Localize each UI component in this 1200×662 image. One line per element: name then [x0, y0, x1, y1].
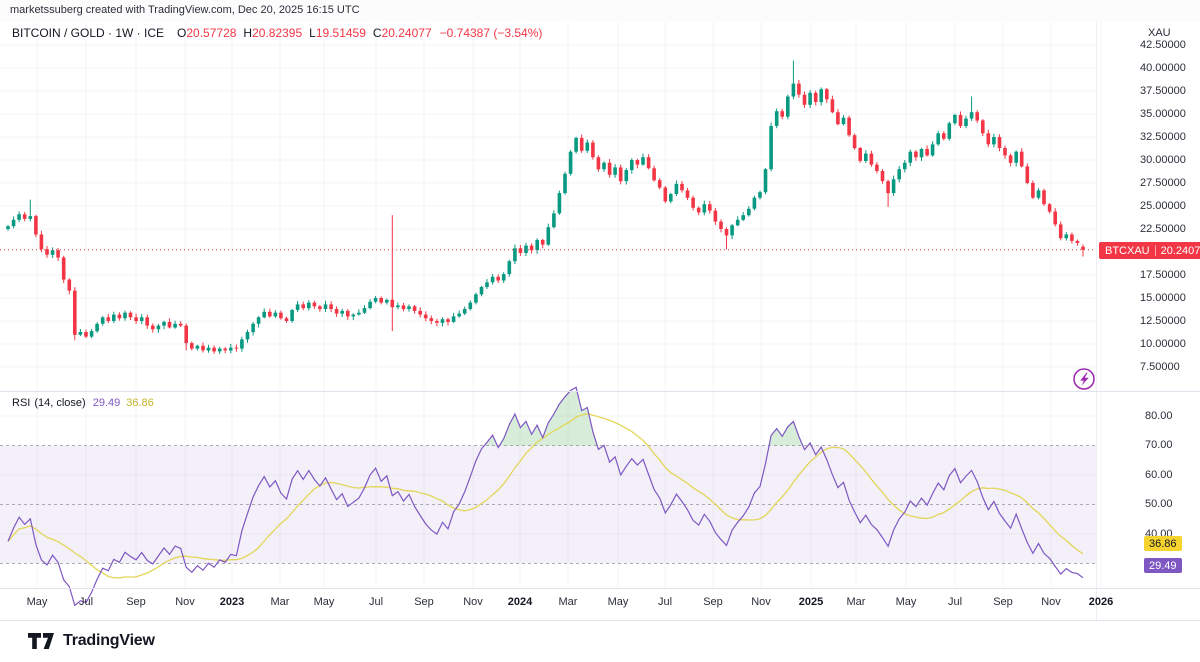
ohlc-close-value: 20.24077	[381, 26, 432, 40]
ohlc-low-value: 19.51459	[315, 26, 366, 40]
time-axis-month-label: Mar	[270, 596, 290, 608]
attribution-text: marketssuberg created with TradingView.c…	[10, 4, 360, 16]
symbol-title[interactable]: BITCOIN / GOLD · 1W · ICE	[12, 26, 165, 40]
ohlc-low-label: L	[309, 26, 316, 40]
time-axis-month-label: Jul	[947, 596, 963, 608]
rsi-params: (14, close)	[34, 397, 86, 409]
rsi-axis-tick: 80.00	[1145, 409, 1173, 422]
time-axis-month-label: Sep	[703, 596, 723, 608]
time-axis-month-label: Nov	[463, 596, 483, 608]
ohlc-high-label: H	[243, 26, 253, 40]
time-axis-year-label: 2025	[798, 596, 824, 608]
price-axis-tick: 37.50000	[1140, 84, 1186, 97]
price-tag-symbol: BTCXAU	[1105, 244, 1150, 257]
flash-icon[interactable]	[1073, 368, 1095, 390]
time-axis-month-label: Jul	[368, 596, 384, 608]
rsi-line	[7, 386, 1084, 607]
time-axis[interactable]: May Jul Sep Nov 2023 Mar May Jul Sep Nov 2024 Mar Ma…	[0, 596, 1200, 614]
price-axis-tick: 25.00000	[1140, 199, 1186, 212]
rsi-axis-tick: 60.00	[1145, 468, 1173, 481]
last-price-tag: BTCXAU 20.24077	[1099, 242, 1200, 259]
tradingview-wordmark: TradingView	[63, 632, 155, 649]
rsi-ma-tag: 36.86	[1144, 536, 1182, 551]
time-axis-month-label: Sep	[126, 596, 146, 608]
price-axis-tick: 10.00000	[1140, 337, 1186, 350]
price-axis-tick: 22.50000	[1140, 222, 1186, 235]
change-value: −0.74387 (−3.54%)	[439, 26, 543, 40]
time-axis-year-label: 2024	[507, 596, 533, 608]
price-axis-tick: 27.50000	[1140, 176, 1186, 189]
rsi-ma-value: 36.86	[126, 397, 154, 409]
time-axis-month-label: Sep	[414, 596, 434, 608]
time-axis-year-label: 2023	[219, 596, 245, 608]
time-axis-month-label: Jul	[657, 596, 673, 608]
time-axis-month-label: Jul	[78, 596, 94, 608]
time-axis-month-label: Nov	[751, 596, 771, 608]
rsi-axis[interactable]: 80.00 70.00 60.00 50.00 40.00	[1145, 0, 1200, 620]
symbol-legend: BITCOIN / GOLD · 1W · ICE O20.57728 H20.82…	[12, 26, 542, 40]
rsi-value-tag: 29.49	[1144, 558, 1182, 573]
price-axis-tick: 42.50000	[1140, 38, 1186, 51]
time-axis-month-label: May	[895, 596, 917, 608]
price-tag-value: 20.24077	[1160, 244, 1200, 257]
time-axis-month-label: May	[26, 596, 48, 608]
price-axis-tick: 35.00000	[1140, 107, 1186, 120]
footer: TradingView	[28, 632, 155, 650]
tradingview-logo-icon	[28, 632, 55, 650]
time-axis-month-label: May	[607, 596, 629, 608]
price-axis-tick: 7.50000	[1140, 360, 1180, 373]
rsi-overbought-fill	[484, 392, 812, 446]
time-axis-month-label: May	[313, 596, 335, 608]
rsi-axis-tick: 50.00	[1145, 498, 1173, 510]
ohlc-open-label: O	[177, 26, 187, 40]
ohlc-open-value: 20.57728	[186, 26, 237, 40]
price-axis-tick: 40.00000	[1140, 61, 1186, 74]
price-axis-tick: 12.50000	[1140, 314, 1186, 327]
candlesticks	[6, 60, 1085, 354]
time-axis-month-label: Nov	[175, 596, 195, 608]
time-axis-month-label: Mar	[558, 596, 578, 608]
price-axis[interactable]: 42.50000 40.00000 37.50000 35.00000 32.50000…	[1140, 0, 1200, 392]
rsi-legend: RSI (14, close) 29.49 36.86	[12, 397, 154, 409]
price-axis-unit-label: XAU	[1148, 27, 1171, 39]
rsi-axis-tick: 70.00	[1145, 439, 1173, 451]
time-axis-year-label: 2026	[1088, 596, 1114, 608]
attribution-bar: marketssuberg created with TradingView.c…	[0, 0, 1200, 22]
time-axis-month-label: Mar	[846, 596, 866, 608]
price-axis-tick: 32.50000	[1140, 130, 1186, 143]
time-axis-month-label: Sep	[993, 596, 1013, 608]
ohlc-close-label: C	[372, 26, 382, 40]
price-tag-divider	[1154, 245, 1156, 256]
rsi-title[interactable]: RSI	[12, 397, 31, 409]
time-axis-month-label: Nov	[1041, 596, 1061, 608]
rsi-value: 29.49	[92, 397, 121, 409]
ohlc-high-value: 20.82395	[252, 26, 303, 40]
price-axis-tick: 15.00000	[1140, 291, 1186, 304]
price-axis-tick: 17.50000	[1140, 268, 1186, 281]
price-axis-tick: 30.00000	[1140, 153, 1186, 166]
